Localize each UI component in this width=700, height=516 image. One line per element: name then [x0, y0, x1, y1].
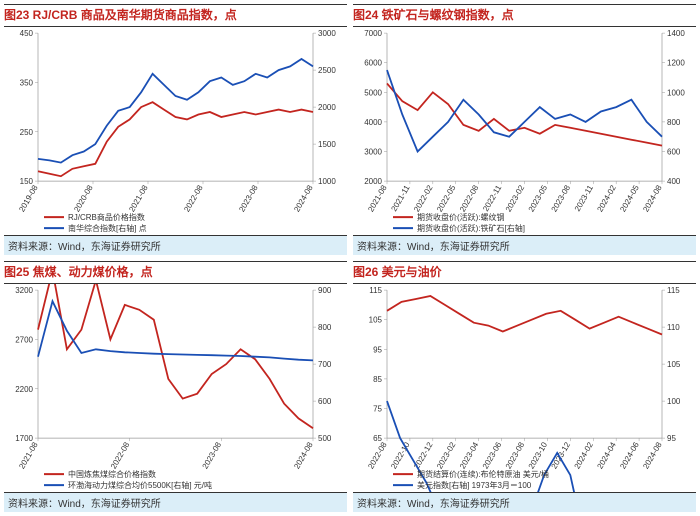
svg-text:400: 400 [667, 177, 681, 186]
panel-23-source: 资料来源：Wind，东海证券研究所 [4, 235, 347, 255]
panel-25: 图25 焦煤、动力煤价格，点 1700220027003200500600700… [4, 261, 347, 512]
svg-text:2023-06: 2023-06 [481, 440, 504, 470]
svg-text:2500: 2500 [318, 66, 336, 75]
svg-text:3000: 3000 [318, 29, 336, 38]
svg-text:2024-02: 2024-02 [595, 183, 618, 213]
svg-text:2022-08: 2022-08 [458, 183, 481, 213]
svg-text:5000: 5000 [364, 88, 382, 97]
svg-text:2023-08: 2023-08 [237, 183, 260, 213]
svg-text:4000: 4000 [364, 118, 382, 127]
svg-text:110: 110 [667, 323, 680, 332]
panel-24: 图24 铁矿石与螺纹钢指数，点 200030004000500060007000… [353, 4, 696, 255]
svg-text:2019-08: 2019-08 [17, 183, 40, 213]
svg-text:期货收盘价(活跃):铁矿石[右轴]: 期货收盘价(活跃):铁矿石[右轴] [417, 223, 525, 233]
svg-text:600: 600 [667, 147, 681, 156]
svg-text:1200: 1200 [667, 58, 685, 67]
svg-text:2023-04: 2023-04 [458, 440, 481, 470]
svg-text:2023-02: 2023-02 [504, 183, 527, 213]
svg-text:1400: 1400 [667, 29, 685, 38]
svg-text:85: 85 [373, 375, 382, 384]
svg-text:95: 95 [667, 434, 676, 443]
svg-text:2022-08: 2022-08 [366, 440, 389, 470]
svg-text:2023-12: 2023-12 [550, 440, 573, 470]
svg-text:2022-08: 2022-08 [109, 440, 132, 470]
svg-text:2021-08: 2021-08 [17, 440, 40, 470]
svg-text:1000: 1000 [667, 88, 685, 97]
svg-text:6000: 6000 [364, 58, 382, 67]
svg-text:RJ/CRB商品价格指数: RJ/CRB商品价格指数 [68, 212, 145, 222]
svg-text:美元指数[右轴] 1973年3月＝100: 美元指数[右轴] 1973年3月＝100 [417, 480, 532, 490]
panel-26-source: 资料来源：Wind，东海证券研究所 [353, 492, 696, 512]
svg-text:2023-11: 2023-11 [573, 183, 595, 213]
svg-text:2024-06: 2024-06 [618, 440, 641, 470]
svg-text:95: 95 [373, 345, 382, 354]
svg-text:700: 700 [318, 360, 332, 369]
svg-text:2024-08: 2024-08 [641, 183, 664, 213]
svg-text:环渤海动力煤综合均价5500K[右轴] 元/吨: 环渤海动力煤综合均价5500K[右轴] 元/吨 [68, 480, 212, 490]
svg-text:105: 105 [667, 360, 681, 369]
panel-23: 图23 RJ/CRB 商品及南华期货商品指数，点 150250350450100… [4, 4, 347, 255]
svg-text:100: 100 [667, 397, 681, 406]
svg-text:2023-08: 2023-08 [504, 440, 527, 470]
panel-24-title: 图24 铁矿石与螺纹钢指数，点 [353, 5, 696, 27]
svg-text:2022-10: 2022-10 [389, 440, 412, 470]
panel-23-chart: 150250350450100015002000250030002019-082… [4, 27, 347, 235]
svg-text:2022-02: 2022-02 [412, 183, 435, 213]
svg-text:2024-05: 2024-05 [618, 183, 641, 213]
svg-text:期货结算价(连续):布伦特原油 美元/桶: 期货结算价(连续):布伦特原油 美元/桶 [417, 469, 549, 479]
svg-text:600: 600 [318, 397, 332, 406]
svg-text:2020-08: 2020-08 [72, 183, 95, 213]
svg-text:250: 250 [20, 128, 34, 137]
svg-text:3200: 3200 [15, 286, 33, 295]
svg-text:2023-02: 2023-02 [435, 440, 458, 470]
svg-text:2022-11: 2022-11 [481, 183, 503, 213]
panel-25-source: 资料来源：Wind，东海证券研究所 [4, 492, 347, 512]
svg-text:800: 800 [318, 323, 332, 332]
svg-text:450: 450 [20, 29, 34, 38]
panel-26-chart: 65758595105115951001051101152022-082022-… [353, 284, 696, 492]
svg-text:2022-08: 2022-08 [182, 183, 205, 213]
svg-text:75: 75 [373, 404, 382, 413]
svg-text:中国炼焦煤综合价格指数: 中国炼焦煤综合价格指数 [68, 469, 156, 479]
svg-text:2024-04: 2024-04 [595, 440, 618, 470]
panel-26-title: 图26 美元与油价 [353, 262, 696, 284]
svg-text:105: 105 [369, 315, 383, 324]
charts-grid: 图23 RJ/CRB 商品及南华期货商品指数，点 150250350450100… [0, 0, 700, 516]
svg-text:2024-02: 2024-02 [573, 440, 596, 470]
svg-text:2024-08: 2024-08 [292, 183, 315, 213]
svg-text:2023-08: 2023-08 [550, 183, 573, 213]
svg-text:115: 115 [667, 286, 680, 295]
panel-23-title: 图23 RJ/CRB 商品及南华期货商品指数，点 [4, 5, 347, 27]
panel-24-chart: 2000300040005000600070004006008001000120… [353, 27, 696, 235]
svg-text:7000: 7000 [364, 29, 382, 38]
svg-text:500: 500 [318, 434, 332, 443]
svg-text:2023-08: 2023-08 [201, 440, 224, 470]
svg-text:800: 800 [667, 118, 681, 127]
svg-text:2000: 2000 [318, 103, 336, 112]
svg-text:2023-05: 2023-05 [527, 183, 550, 213]
panel-25-title: 图25 焦煤、动力煤价格，点 [4, 262, 347, 284]
svg-text:2200: 2200 [15, 385, 33, 394]
svg-text:2021-08: 2021-08 [366, 183, 389, 213]
svg-text:期货收盘价(活跃):螺纹钢: 期货收盘价(活跃):螺纹钢 [417, 212, 505, 222]
panel-26: 图26 美元与油价 657585951051159510010511011520… [353, 261, 696, 512]
svg-text:2022-05: 2022-05 [435, 183, 458, 213]
svg-text:2021-11: 2021-11 [389, 183, 411, 213]
svg-text:1500: 1500 [318, 140, 336, 149]
svg-text:2021-08: 2021-08 [127, 183, 150, 213]
svg-text:2700: 2700 [15, 335, 33, 344]
panel-25-chart: 17002200270032005006007008009002021-0820… [4, 284, 347, 492]
svg-text:2024-08: 2024-08 [641, 440, 664, 470]
svg-text:900: 900 [318, 286, 332, 295]
svg-text:南华综合指数[右轴] 点: 南华综合指数[右轴] 点 [68, 223, 147, 233]
panel-24-source: 资料来源：Wind，东海证券研究所 [353, 235, 696, 255]
svg-text:3000: 3000 [364, 147, 382, 156]
svg-text:2023-10: 2023-10 [527, 440, 550, 470]
svg-text:1000: 1000 [318, 177, 336, 186]
svg-text:115: 115 [369, 286, 382, 295]
svg-text:350: 350 [20, 78, 34, 87]
svg-text:2024-08: 2024-08 [292, 440, 315, 470]
